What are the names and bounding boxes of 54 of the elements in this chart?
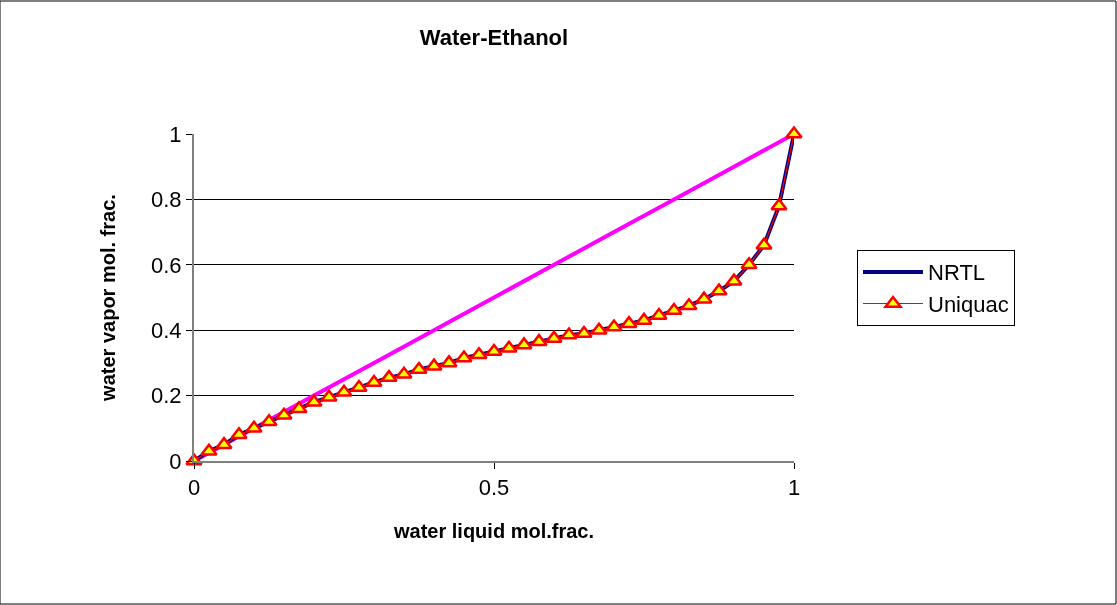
- point: [425, 358, 443, 371]
- point: [245, 420, 263, 433]
- point: [605, 319, 623, 332]
- point: [485, 343, 503, 356]
- point: [785, 126, 803, 139]
- x-tick-label: 0: [187, 475, 201, 501]
- point: [440, 355, 458, 368]
- chart-title: Water-Ethanol: [419, 25, 569, 51]
- point: [680, 297, 698, 311]
- point: [290, 400, 308, 414]
- point: [275, 407, 293, 420]
- y-tick-label: 0.4: [151, 317, 182, 343]
- x-tick-label: 0.5: [478, 475, 510, 501]
- point: [725, 273, 743, 286]
- point: [215, 436, 233, 450]
- legend-label: NRTL: [928, 260, 986, 286]
- point: [545, 330, 563, 343]
- point: [560, 327, 578, 340]
- point: [470, 346, 488, 360]
- point: [665, 302, 683, 316]
- point: [695, 291, 713, 304]
- point: [305, 394, 323, 407]
- y-tick-label: 1: [169, 121, 182, 147]
- y-tick-label: 0.6: [151, 252, 182, 278]
- point: [710, 283, 728, 296]
- y-tick-label: 0: [169, 448, 182, 474]
- point: [365, 374, 383, 388]
- x-axis-title: water liquid mol.frac.: [392, 520, 595, 543]
- point: [740, 257, 758, 270]
- y-axis-title: water vapor mol. frac.: [97, 194, 120, 402]
- point: [260, 414, 278, 427]
- point: [590, 322, 608, 335]
- point: [500, 340, 518, 353]
- point: [455, 350, 473, 363]
- legend-label: Uniquac: [928, 292, 1009, 318]
- point: [380, 369, 398, 383]
- x-tick-label: 1: [787, 475, 801, 501]
- y-tick-label: 0.8: [151, 187, 182, 213]
- point: [770, 198, 788, 211]
- point: [230, 427, 248, 440]
- point: [635, 312, 653, 325]
- point: [350, 379, 368, 392]
- point: [620, 315, 638, 329]
- point: [515, 337, 533, 350]
- point: [530, 333, 548, 347]
- point: [395, 366, 413, 379]
- point: [575, 325, 593, 338]
- y-tick-label: 0.2: [151, 383, 182, 409]
- point: [200, 443, 218, 456]
- point: [320, 389, 338, 402]
- point: [410, 361, 428, 374]
- point: [650, 307, 668, 320]
- point: [755, 237, 773, 250]
- point: [335, 384, 353, 397]
